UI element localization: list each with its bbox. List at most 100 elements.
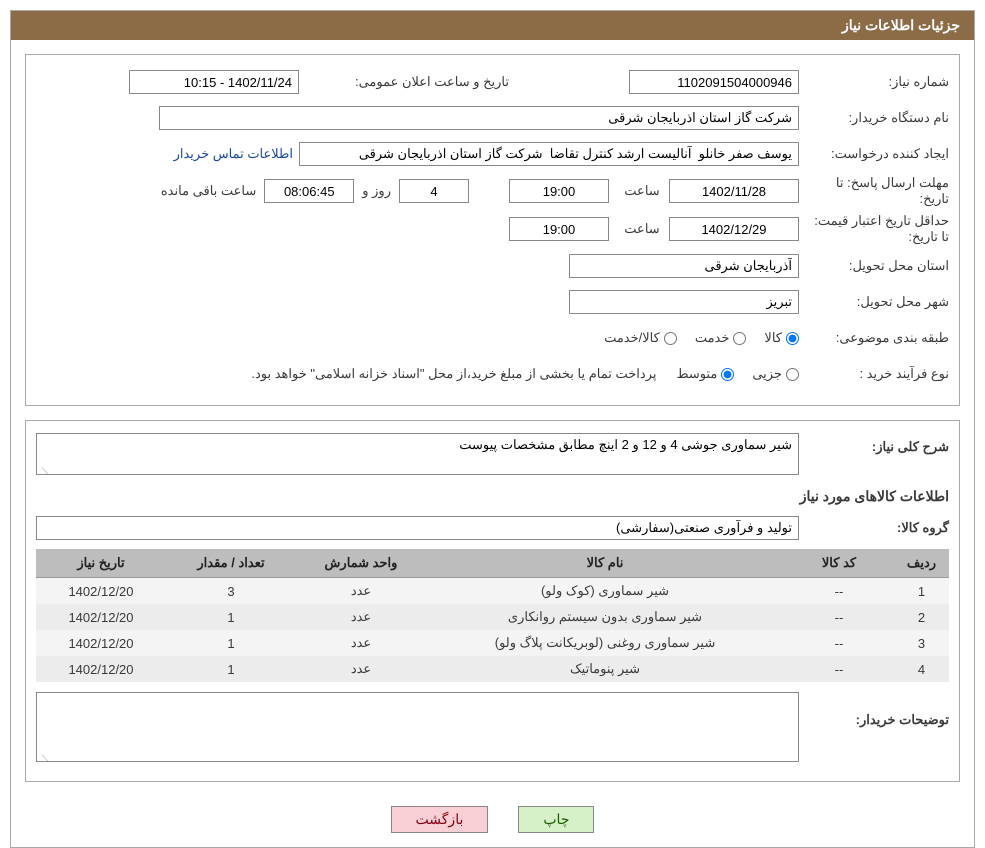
- table-row: 4--شیر پنوماتیکعدد11402/12/20: [36, 656, 949, 682]
- validity-label: حداقل تاریخ اعتبار قیمت: تا تاریخ:: [799, 213, 949, 245]
- table-cell-row: 1: [894, 578, 949, 605]
- button-row: چاپ بازگشت: [11, 796, 974, 847]
- deadline-time-label: ساعت: [609, 183, 669, 199]
- info-fieldset: شماره نیاز: تاریخ و ساعت اعلان عمومی: نا…: [25, 54, 960, 406]
- table-cell-row: 4: [894, 656, 949, 682]
- table-cell-code: --: [784, 630, 894, 656]
- validity-time-field: [509, 217, 609, 241]
- col-row: ردیف: [894, 549, 949, 578]
- validity-time-label: ساعت: [609, 221, 669, 237]
- need-no-label: شماره نیاز:: [799, 74, 949, 90]
- goods-table: ردیف کد کالا نام کالا واحد شمارش تعداد /…: [36, 549, 949, 682]
- buyer-org-label: نام دستگاه خریدار:: [799, 110, 949, 126]
- cat-goods-service-option[interactable]: کالا/خدمت: [604, 330, 677, 346]
- requester-field: [299, 142, 799, 166]
- goods-info-title: اطلاعات کالاهای مورد نیاز: [36, 488, 949, 505]
- need-no-field: [629, 70, 799, 94]
- cat-goods-option[interactable]: کالا: [764, 330, 799, 346]
- process-label: نوع فرآیند خرید :: [799, 366, 949, 382]
- validity-date-field: [669, 217, 799, 241]
- table-cell-need_date: 1402/12/20: [36, 630, 166, 656]
- table-cell-unit: عدد: [296, 656, 426, 682]
- goods-group-label: گروه کالا:: [799, 520, 949, 536]
- proc-partial-option[interactable]: جزیی: [752, 366, 799, 382]
- table-cell-row: 3: [894, 630, 949, 656]
- proc-partial-label: جزیی: [752, 366, 782, 382]
- table-cell-name: شیر سماوری روغنی (لوبریکانت پلاگ ولو): [426, 630, 784, 656]
- days-label: روز و: [354, 183, 399, 199]
- table-cell-name: شیر سماوری (کوک ولو): [426, 578, 784, 605]
- page-header: جزئیات اطلاعات نیاز: [11, 11, 974, 40]
- announce-field: [129, 70, 299, 94]
- cat-goods-service-radio[interactable]: [664, 332, 677, 345]
- table-cell-need_date: 1402/12/20: [36, 604, 166, 630]
- row-buyer-notes: توضیحات خریدار: ⟋: [36, 692, 949, 765]
- needs-fieldset: شرح کلی نیاز: ⟋ اطلاعات کالاهای مورد نیا…: [25, 420, 960, 782]
- cat-goods-service-label: کالا/خدمت: [604, 330, 660, 346]
- deadline-date-field: [669, 179, 799, 203]
- city-label: شهر محل تحویل:: [799, 294, 949, 310]
- province-field: [569, 254, 799, 278]
- table-row: 2--شیر سماوری بدون سیستم روانکاریعدد1140…: [36, 604, 949, 630]
- table-cell-qty: 1: [166, 656, 296, 682]
- row-province: استان محل تحویل:: [36, 251, 949, 281]
- row-requester: ایجاد کننده درخواست: اطلاعات تماس خریدار: [36, 139, 949, 169]
- proc-medium-label: متوسط: [676, 366, 717, 382]
- buyer-notes-textarea[interactable]: [36, 692, 799, 762]
- process-radio-group: جزیی متوسط: [676, 366, 799, 382]
- days-remaining-field: [399, 179, 469, 203]
- table-cell-qty: 1: [166, 604, 296, 630]
- row-city: شهر محل تحویل:: [36, 287, 949, 317]
- table-cell-need_date: 1402/12/20: [36, 578, 166, 605]
- countdown-field: [264, 179, 354, 203]
- table-cell-need_date: 1402/12/20: [36, 656, 166, 682]
- goods-group-field: [36, 516, 799, 540]
- table-cell-code: --: [784, 604, 894, 630]
- table-cell-code: --: [784, 656, 894, 682]
- col-name: نام کالا: [426, 549, 784, 578]
- cat-service-option[interactable]: خدمت: [695, 330, 747, 346]
- cat-goods-radio[interactable]: [786, 332, 799, 345]
- row-summary: شرح کلی نیاز: ⟋: [36, 433, 949, 478]
- table-cell-qty: 3: [166, 578, 296, 605]
- province-label: استان محل تحویل:: [799, 258, 949, 274]
- row-buyer-org: نام دستگاه خریدار:: [36, 103, 949, 133]
- row-process: نوع فرآیند خرید : جزیی متوسط پرداخت تمام…: [36, 359, 949, 389]
- proc-medium-option[interactable]: متوسط: [676, 366, 734, 382]
- table-row: 1--شیر سماوری (کوک ولو)عدد31402/12/20: [36, 578, 949, 605]
- cat-service-label: خدمت: [695, 330, 730, 346]
- col-need-date: تاریخ نیاز: [36, 549, 166, 578]
- city-field: [569, 290, 799, 314]
- back-button[interactable]: بازگشت: [391, 806, 489, 833]
- table-cell-name: شیر سماوری بدون سیستم روانکاری: [426, 604, 784, 630]
- col-unit: واحد شمارش: [296, 549, 426, 578]
- category-radio-group: کالا خدمت کالا/خدمت: [604, 330, 799, 346]
- cat-goods-label: کالا: [764, 330, 782, 346]
- buyer-notes-label: توضیحات خریدار:: [799, 692, 949, 728]
- buyer-org-field: [159, 106, 799, 130]
- print-button[interactable]: چاپ: [518, 806, 594, 833]
- row-goods-group: گروه کالا:: [36, 513, 949, 543]
- buyer-contact-link[interactable]: اطلاعات تماس خریدار: [174, 146, 293, 162]
- deadline-label: مهلت ارسال پاسخ: تا تاریخ:: [799, 175, 949, 207]
- row-category: طبقه بندی موضوعی: کالا خدمت کالا/خدمت: [36, 323, 949, 353]
- table-cell-code: --: [784, 578, 894, 605]
- proc-medium-radio[interactable]: [721, 368, 734, 381]
- deadline-time-field: [509, 179, 609, 203]
- table-header-row: ردیف کد کالا نام کالا واحد شمارش تعداد /…: [36, 549, 949, 578]
- table-row: 3--شیر سماوری روغنی (لوبریکانت پلاگ ولو)…: [36, 630, 949, 656]
- summary-textarea[interactable]: [36, 433, 799, 475]
- requester-label: ایجاد کننده درخواست:: [799, 146, 949, 162]
- col-qty: تعداد / مقدار: [166, 549, 296, 578]
- proc-partial-radio[interactable]: [786, 368, 799, 381]
- announce-label: تاریخ و ساعت اعلان عمومی:: [299, 74, 509, 90]
- row-deadline: مهلت ارسال پاسخ: تا تاریخ: ساعت روز و سا…: [36, 175, 949, 207]
- category-label: طبقه بندی موضوعی:: [799, 330, 949, 346]
- row-validity: حداقل تاریخ اعتبار قیمت: تا تاریخ: ساعت: [36, 213, 949, 245]
- main-panel: جزئیات اطلاعات نیاز شماره نیاز: تاریخ و …: [10, 10, 975, 848]
- row-need-number: شماره نیاز: تاریخ و ساعت اعلان عمومی:: [36, 67, 949, 97]
- table-cell-name: شیر پنوماتیک: [426, 656, 784, 682]
- table-cell-unit: عدد: [296, 630, 426, 656]
- cat-service-radio[interactable]: [733, 332, 746, 345]
- col-code: کد کالا: [784, 549, 894, 578]
